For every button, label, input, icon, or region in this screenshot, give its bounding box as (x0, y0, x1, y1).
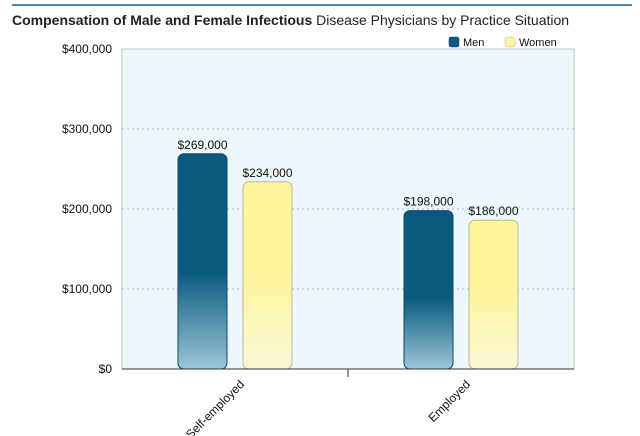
chart-title: Compensation of Male and Female Infectio… (12, 12, 636, 28)
data-label: $186,000 (468, 204, 518, 218)
bar-men-employed (403, 210, 454, 370)
title-rule (12, 4, 632, 6)
legend: Men Women (448, 36, 557, 49)
y-tick-label: $0 (99, 362, 113, 376)
bars: $269,000 $234,000 $198,000 $186,000 (177, 138, 519, 370)
chart-title-rest: Disease Physicians by Practice Situation (316, 12, 570, 28)
bar-women-employed (468, 219, 519, 370)
y-tick-label: $400,000 (62, 42, 112, 56)
bar-women-self-employed (242, 181, 293, 370)
data-label: $269,000 (177, 138, 227, 152)
y-tick-label: $300,000 (62, 122, 112, 136)
legend-label-women: Women (519, 37, 557, 49)
legend-label-men: Men (463, 37, 484, 49)
y-axis: $0 $100,000 $200,000 $300,000 $400,000 (62, 42, 112, 376)
x-tick-label: Employed (425, 377, 473, 425)
data-label: $234,000 (242, 166, 292, 180)
x-tick-label: Self-employed (183, 377, 247, 436)
legend-swatch-men (448, 36, 460, 48)
legend-swatch-women (504, 36, 516, 48)
bar-men-self-employed (177, 153, 228, 370)
chart-title-bold: Compensation of Male and Female Infectio… (12, 12, 313, 28)
data-label: $198,000 (403, 195, 453, 209)
x-axis: Self-employed Employed (122, 368, 574, 436)
y-tick-label: $200,000 (62, 202, 112, 216)
y-tick-label: $100,000 (62, 282, 112, 296)
